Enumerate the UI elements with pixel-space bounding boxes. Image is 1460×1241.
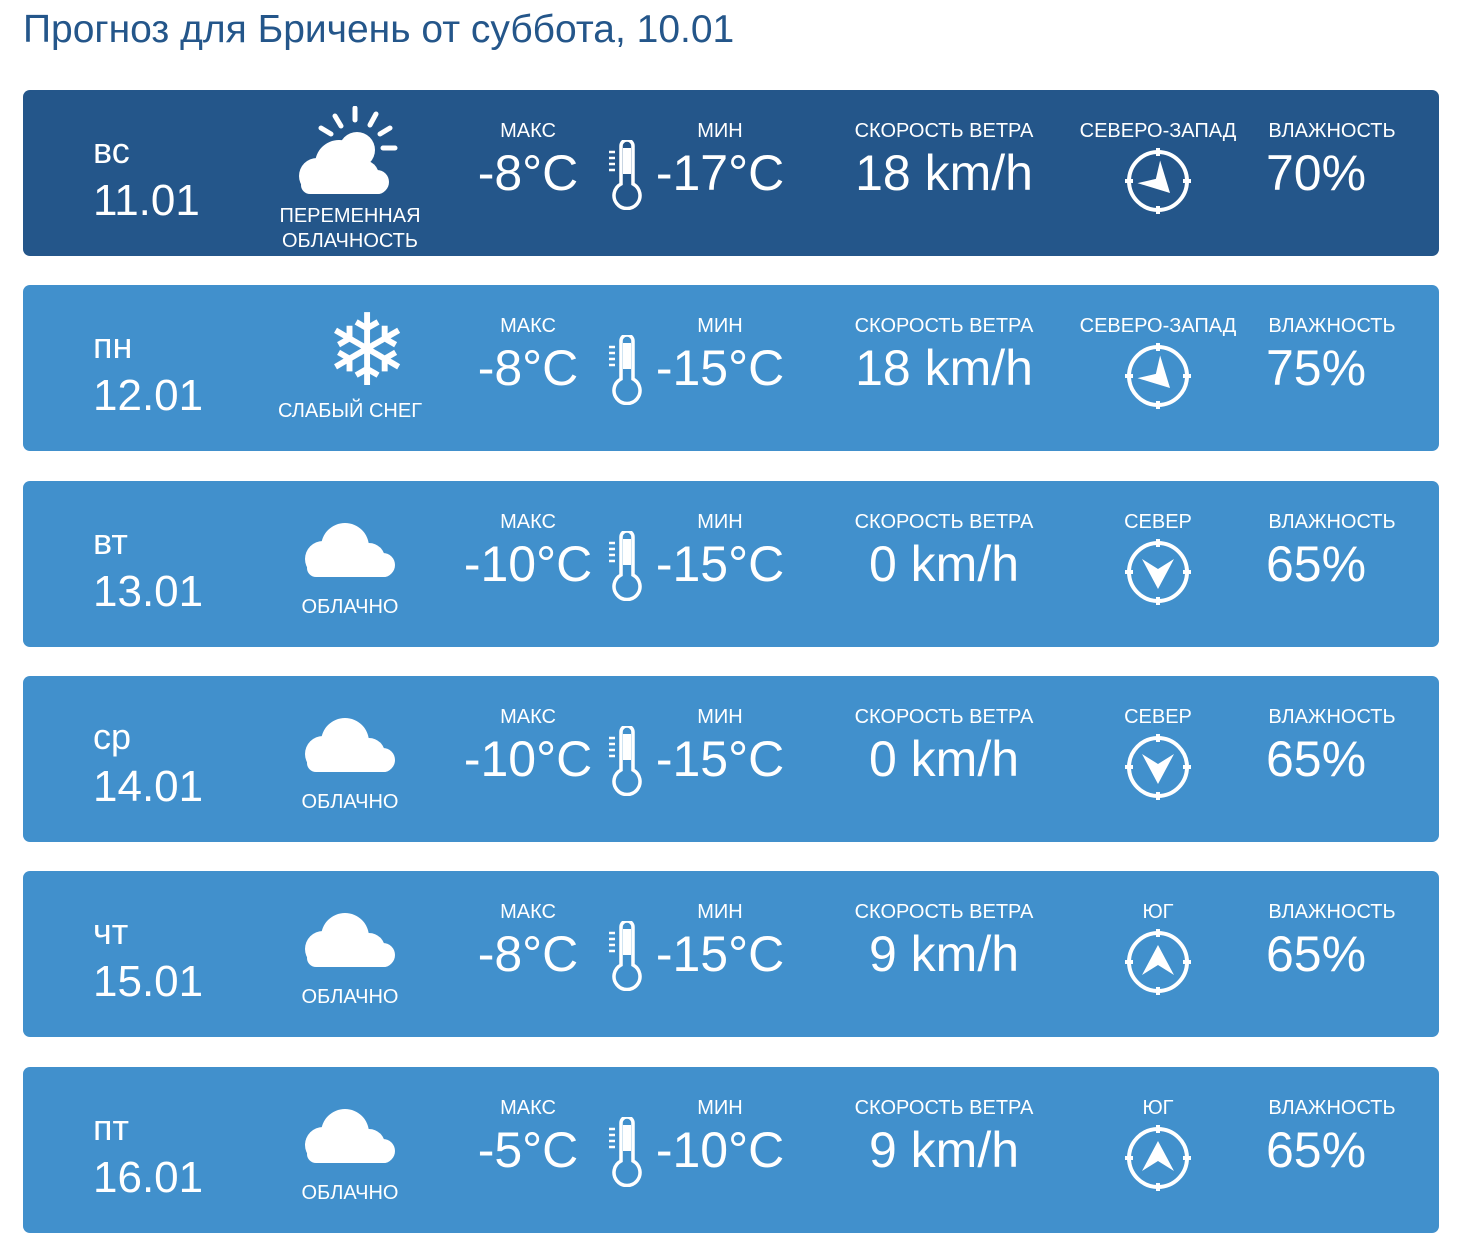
wind-speed: 9 km/h (868, 926, 1020, 983)
max-label: МАКС (500, 901, 556, 924)
min-temp: -15°C (655, 926, 785, 983)
wind-speed-label: СКОРОСТЬ ВЕТРА (854, 705, 1034, 728)
day-date: 16.01 (93, 1152, 204, 1202)
wind-speed: 0 km/h (868, 730, 1020, 787)
wind-speed: 18 km/h (855, 340, 1033, 397)
min-label: МИН (697, 901, 743, 924)
wind-speed-label: СКОРОСТЬ ВЕТРА (854, 510, 1034, 533)
max-label: МАКС (500, 1096, 556, 1119)
day-name: чт (93, 911, 129, 953)
wind-speed: 0 km/h (868, 535, 1020, 592)
condition-label: ОБЛАЧНО (301, 986, 399, 1009)
max-temp: -8°C (477, 926, 579, 983)
humidity-value: 65% (1265, 730, 1367, 787)
min-temp: -15°C (655, 535, 785, 592)
page-title: Прогноз для Бричень от суббота, 10.01 (23, 8, 735, 51)
wind-direction-icon (1125, 148, 1191, 214)
humidity-value: 75% (1265, 340, 1367, 397)
day-name: пт (93, 1106, 129, 1148)
wind-direction-label: СЕВЕР (1124, 510, 1192, 533)
day-name: вс (93, 130, 130, 171)
max-temp: -8°C (477, 340, 579, 397)
wind-speed-label: СКОРОСТЬ ВЕТРА (854, 1096, 1034, 1119)
min-label: МИН (697, 1096, 743, 1119)
humidity-value: 65% (1265, 1121, 1367, 1178)
wind-direction-icon (1125, 343, 1191, 410)
wind-speed: 18 km/h (855, 145, 1033, 201)
condition-label: ОБЛАЧНО (301, 595, 399, 618)
humidity-value: 70% (1265, 145, 1367, 201)
cloud-icon (285, 887, 405, 979)
thermometer-icon (607, 724, 643, 797)
cloud-icon (285, 692, 405, 784)
min-temp: -15°C (655, 730, 785, 787)
wind-direction-label: СЕВЕРО-ЗАПАД (1079, 120, 1237, 142)
wind-speed: 9 km/h (868, 1121, 1020, 1178)
min-temp: -17°C (655, 145, 785, 201)
humidity-value: 65% (1265, 535, 1367, 592)
day-name: ср (93, 715, 132, 757)
max-temp: -8°C (477, 145, 579, 201)
min-label: МИН (697, 510, 743, 533)
wind-direction-icon (1125, 929, 1191, 996)
min-temp: -10°C (655, 1121, 785, 1178)
wind-direction-label: ЮГ (1142, 901, 1174, 924)
max-label: МАКС (500, 705, 556, 728)
forecast-row: вс 11.01 ПЕРЕМЕННАЯ ОБЛАЧНОСТЬ МАКС -8°C МИН -… (23, 90, 1439, 256)
max-label: МАКС (500, 315, 556, 338)
forecast-row: вт 13.01 ОБЛАЧНО МАКС -10°C МИН -15°C СКОРОСТЬ … (23, 480, 1439, 647)
wind-speed-label: СКОРОСТЬ ВЕТРА (854, 120, 1034, 142)
humidity-label: ВЛАЖНОСТЬ (1268, 315, 1396, 338)
wind-speed-label: СКОРОСТЬ ВЕТРА (854, 901, 1034, 924)
forecast-row: ср 14.01 ОБЛАЧНО МАКС -10°C МИН -15°C СКОРОСТЬ … (23, 675, 1439, 842)
humidity-label: ВЛАЖНОСТЬ (1268, 705, 1396, 728)
cloud-icon (285, 497, 405, 589)
max-label: МАКС (500, 510, 556, 533)
max-temp: -5°C (477, 1121, 579, 1178)
wind-direction-icon (1125, 733, 1191, 800)
humidity-label: ВЛАЖНОСТЬ (1268, 120, 1396, 142)
thermometer-icon (607, 919, 643, 992)
thermometer-icon (607, 1114, 643, 1187)
humidity-label: ВЛАЖНОСТЬ (1268, 1096, 1396, 1119)
day-date: 15.01 (93, 957, 204, 1007)
wind-direction-label: СЕВЕРО-ЗАПАД (1079, 315, 1237, 338)
max-label: МАКС (500, 120, 556, 142)
day-name: пн (93, 325, 133, 367)
cloud-icon (285, 1083, 405, 1175)
max-temp: -10°C (463, 730, 593, 787)
condition-label: ОБЛАЧНО (301, 1181, 399, 1204)
forecast-row: пн 12.01 ❄ СЛАБЫЙ СНЕГ МАКС -8°C МИН -15°C СКОРО… (23, 285, 1439, 452)
humidity-label: ВЛАЖНОСТЬ (1268, 901, 1396, 924)
thermometer-icon (607, 138, 643, 211)
thermometer-icon (607, 333, 643, 406)
wind-direction-label: ЮГ (1142, 1096, 1174, 1119)
condition-label: ПЕРЕМЕННАЯ ОБЛАЧНОСТЬ (279, 205, 421, 252)
day-date: 12.01 (93, 371, 204, 421)
condition-label: ОБЛАЧНО (301, 790, 399, 813)
day-date: 13.01 (93, 566, 204, 616)
condition-label: СЛАБЫЙ СНЕГ (277, 400, 423, 423)
forecast-row: чт 15.01 ОБЛАЧНО МАКС -8°C МИН -15°C СКОРОСТЬ В… (23, 871, 1439, 1038)
wind-speed-label: СКОРОСТЬ ВЕТРА (854, 315, 1034, 338)
snowflake-icon: ❄ (285, 292, 409, 409)
min-label: МИН (697, 705, 743, 728)
day-date: 11.01 (93, 176, 200, 225)
max-temp: -10°C (463, 535, 593, 592)
min-temp: -15°C (655, 340, 785, 397)
wind-direction-label: СЕВЕР (1124, 705, 1192, 728)
svg-text:❄: ❄ (325, 301, 405, 393)
wind-direction-icon (1125, 538, 1191, 605)
min-label: МИН (697, 120, 743, 142)
humidity-value: 65% (1265, 926, 1367, 983)
humidity-label: ВЛАЖНОСТЬ (1268, 510, 1396, 533)
wind-direction-icon (1125, 1124, 1191, 1191)
day-date: 14.01 (93, 761, 204, 811)
forecast-row: пт 16.01 ОБЛАЧНО МАКС -5°C МИН -10°C СКОРОСТЬ В… (23, 1066, 1439, 1233)
thermometer-icon (607, 528, 643, 601)
day-name: вт (93, 520, 128, 562)
partly-cloudy-icon (285, 105, 405, 198)
min-label: МИН (697, 315, 743, 338)
